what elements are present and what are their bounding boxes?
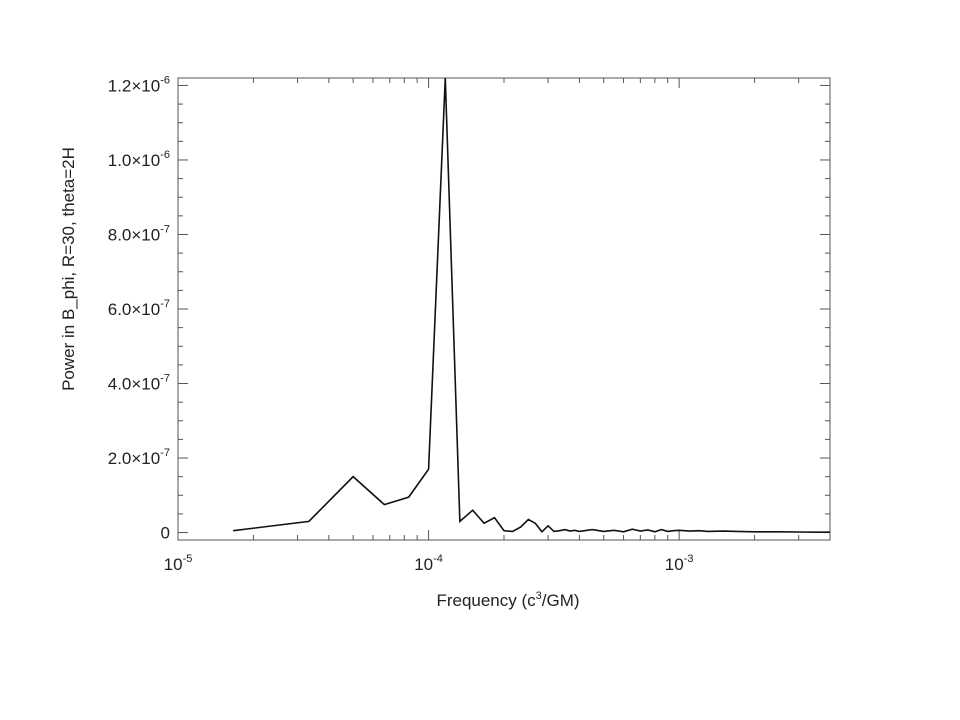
y-tick-label: 1.0×10-6 <box>108 149 170 170</box>
y-tick-label: 8.0×10-7 <box>108 223 170 244</box>
x-tick-label: 10-5 <box>164 553 193 574</box>
plot-border <box>177 77 831 541</box>
plot-frame <box>177 77 831 541</box>
y-axis: 0 2.0×10-7 4.0×10-7 6.0×10-7 8.0×10-7 1.0×10-… <box>108 74 830 543</box>
series-layer <box>233 77 830 533</box>
y-tick-label: 4.0×10-7 <box>108 373 170 394</box>
y-axis-title: Power in B_phi, R=30, theta=2H <box>59 147 78 391</box>
x-tick-label: 10-3 <box>665 553 694 574</box>
x-axis: 10-5 10-4 10-3 <box>164 78 831 574</box>
y-tick-label: 2.0×10-7 <box>108 447 170 468</box>
y-tick-label: 1.2×10-6 <box>108 74 170 95</box>
series-line <box>233 77 830 533</box>
x-axis-title: Frequency (c3/GM) <box>436 590 579 610</box>
y-tick-label: 6.0×10-7 <box>108 298 170 319</box>
x-tick-label: 10-4 <box>414 553 443 574</box>
y-tick-label: 0 <box>161 524 170 543</box>
